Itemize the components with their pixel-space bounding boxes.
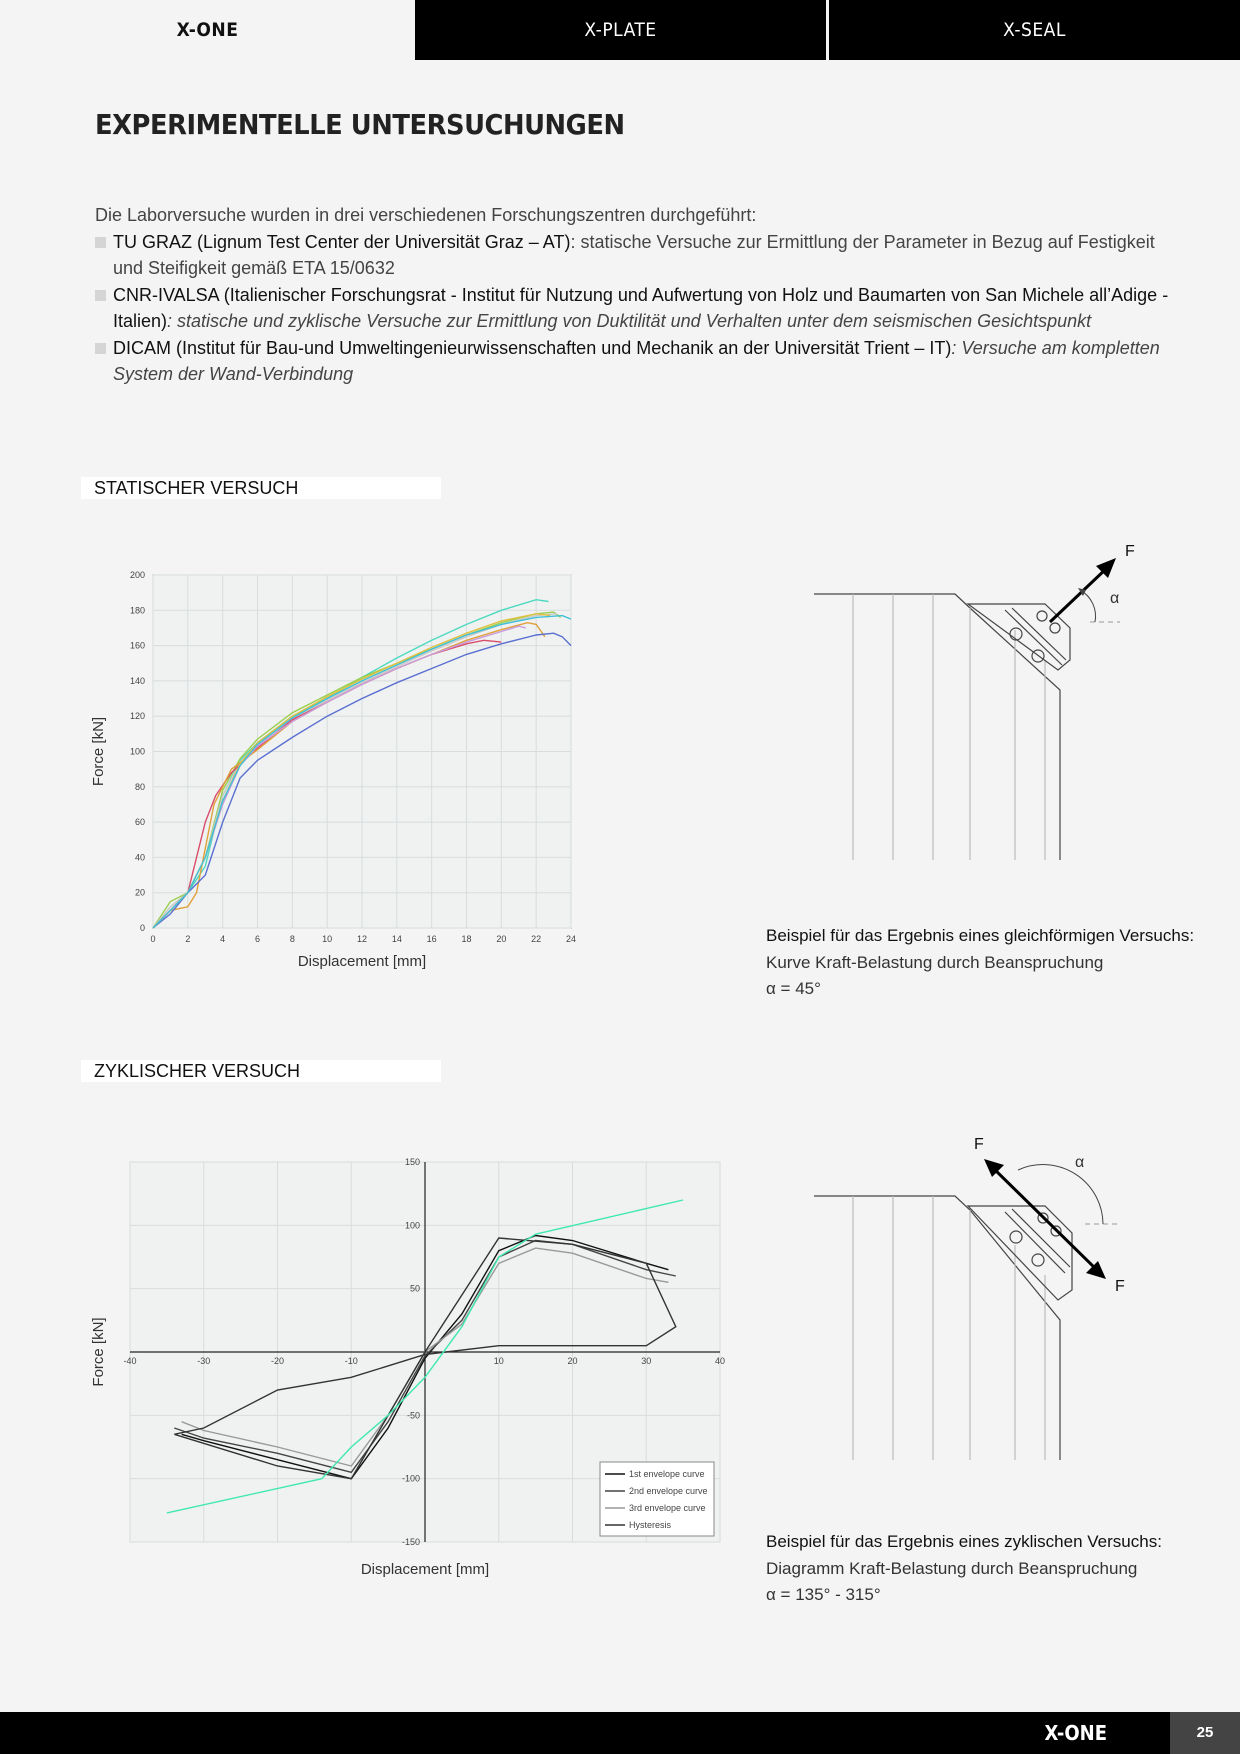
list-item: DICAM (Institut für Bau-und Umweltingeni… — [95, 335, 1175, 388]
series-line — [181, 1234, 669, 1480]
x-tick-label: 8 — [290, 934, 295, 944]
legend-entry: Hysteresis — [629, 1520, 672, 1530]
x-tick-label: 30 — [641, 1356, 651, 1366]
list-item: TU GRAZ (Lignum Test Center der Universi… — [95, 229, 1175, 282]
static-test-chart: 0 2 4 6 8 10 12 14 16 18 20 22 240204060801001201401… — [90, 570, 576, 970]
caption-text: Diagramm Kraft-Belastung durch Beanspruc… — [766, 1558, 1138, 1578]
caption-angle: α = 45° — [766, 979, 821, 998]
y-tick-label: 100 — [130, 747, 145, 757]
y-tick-label: -100 — [402, 1474, 420, 1484]
center-name: DICAM (Institut für Bau-und Umweltingeni… — [113, 337, 952, 358]
x-tick-label: 2 — [185, 934, 190, 944]
force-label-1: F — [974, 1136, 984, 1153]
x-tick-label: 18 — [461, 934, 471, 944]
x-tick-label: 16 — [427, 934, 437, 944]
force-label: F — [1125, 543, 1135, 560]
series-line — [152, 632, 572, 929]
y-tick-label: 0 — [140, 923, 145, 933]
x-tick-label: 10 — [322, 934, 332, 944]
x-tick-label: 4 — [220, 934, 225, 944]
y-axis-label: Force [kN] — [90, 1317, 107, 1386]
y-tick-label: 200 — [130, 570, 145, 580]
x-tick-label: -10 — [345, 1356, 358, 1366]
cyclic-test-diagram: F F α — [814, 1136, 1125, 1460]
legend-entry: 2nd envelope curve — [629, 1486, 708, 1496]
series-line — [152, 598, 549, 929]
y-tick-label: 80 — [135, 782, 145, 792]
x-tick-label: -20 — [271, 1356, 284, 1366]
angle-label: α — [1110, 590, 1119, 607]
x-tick-label: 12 — [357, 934, 367, 944]
y-tick-label: 40 — [135, 852, 145, 862]
center-desc: : Versuche am kompletten System der Wand… — [113, 337, 1160, 385]
caption-bold: Beispiel für das Ergebnis eines zyklisch… — [766, 1532, 1162, 1551]
x-tick-label: -40 — [123, 1356, 136, 1366]
x-axis-label: Displacement [mm] — [298, 953, 426, 970]
series-line — [166, 1199, 684, 1514]
legend-entry: 1st envelope curve — [629, 1469, 705, 1479]
center-desc: : statische Versuche zur Ermittlung der … — [113, 231, 1155, 279]
series-line — [181, 1247, 669, 1467]
intro-lead: Die Laborversuche wurden in drei verschi… — [95, 205, 757, 225]
y-tick-label: 50 — [410, 1284, 420, 1294]
footer-brand: X-ONE — [1043, 1721, 1107, 1745]
y-tick-label: -50 — [407, 1410, 420, 1420]
center-name: CNR-IVALSA (Italienischer Forschungsrat … — [113, 284, 1169, 332]
y-tick-label: -150 — [402, 1537, 420, 1547]
product-tabs: X-ONE X-PLATE X-SEAL — [0, 0, 1240, 60]
y-tick-label: 120 — [130, 711, 145, 721]
intro-text: Die Laborversuche wurden in drei verschi… — [95, 202, 1175, 388]
list-item: CNR-IVALSA (Italienischer Forschungsrat … — [95, 282, 1175, 335]
x-tick-label: 20 — [496, 934, 506, 944]
force-arrow-icon — [1096, 558, 1116, 578]
cyclic-test-chart: -40 -30 -20 -10 10 20 30 40 -150 -100 -50 50 100 150 D… — [90, 1157, 725, 1578]
x-tick-label: 40 — [715, 1356, 725, 1366]
y-tick-label: 100 — [405, 1220, 420, 1230]
cyclic-section-heading: ZYKLISCHER VERSUCH — [81, 1060, 441, 1082]
page-title: EXPERIMENTELLE UNTERSUCHUNGEN — [95, 108, 625, 141]
caption-angle: α = 135° - 315° — [766, 1585, 881, 1604]
legend-entry: 3rd envelope curve — [629, 1503, 706, 1513]
tab-x-seal[interactable]: X-SEAL — [829, 0, 1240, 60]
caption-text: Kurve Kraft-Belastung durch Beanspruchun… — [766, 952, 1104, 972]
y-tick-label: 60 — [135, 817, 145, 827]
tab-x-plate[interactable]: X-PLATE — [415, 0, 829, 60]
static-test-diagram: F α — [814, 543, 1135, 860]
page-number: 25 — [1170, 1712, 1240, 1754]
x-axis-label: Displacement [mm] — [361, 1561, 489, 1578]
x-tick-label: 10 — [494, 1356, 504, 1366]
caption-bold: Beispiel für das Ergebnis eines gleichfö… — [766, 926, 1195, 945]
angle-label: α — [1075, 1154, 1084, 1171]
y-tick-label: 180 — [130, 605, 145, 615]
y-axis-label: Force [kN] — [90, 717, 107, 786]
force-arrow-down-icon — [1086, 1261, 1106, 1279]
y-tick-label: 20 — [135, 888, 145, 898]
bullet-square-icon — [95, 289, 106, 301]
bullet-square-icon — [95, 236, 106, 248]
x-tick-label: 0 — [150, 934, 155, 944]
y-tick-label: 140 — [130, 676, 145, 686]
series-line — [152, 639, 502, 929]
force-arrow-up-icon — [984, 1159, 1004, 1177]
center-name: TU GRAZ (Lignum Test Center der Universi… — [113, 231, 571, 252]
x-tick-label: 20 — [567, 1356, 577, 1366]
x-tick-label: 14 — [392, 934, 402, 944]
y-tick-label: 160 — [130, 641, 145, 651]
x-tick-label: 6 — [255, 934, 260, 944]
force-label-2: F — [1115, 1278, 1125, 1295]
y-tick-label: 150 — [405, 1157, 420, 1167]
x-tick-label: -30 — [197, 1356, 210, 1366]
x-tick-label: 24 — [566, 934, 576, 944]
cyclic-caption: Beispiel für das Ergebnis eines zyklisch… — [766, 1529, 1206, 1609]
research-centers-list: TU GRAZ (Lignum Test Center der Universi… — [95, 229, 1175, 388]
page-footer: X-ONE 25 — [0, 1712, 1240, 1754]
x-tick-label: 22 — [531, 934, 541, 944]
center-desc: : statische und zyklische Versuche zur E… — [167, 311, 1092, 331]
bullet-square-icon — [95, 342, 106, 354]
series-line — [152, 614, 572, 929]
static-caption: Beispiel für das Ergebnis eines gleichfö… — [766, 923, 1206, 1003]
static-section-heading: STATISCHER VERSUCH — [81, 477, 441, 499]
tab-x-one[interactable]: X-ONE — [0, 0, 415, 60]
